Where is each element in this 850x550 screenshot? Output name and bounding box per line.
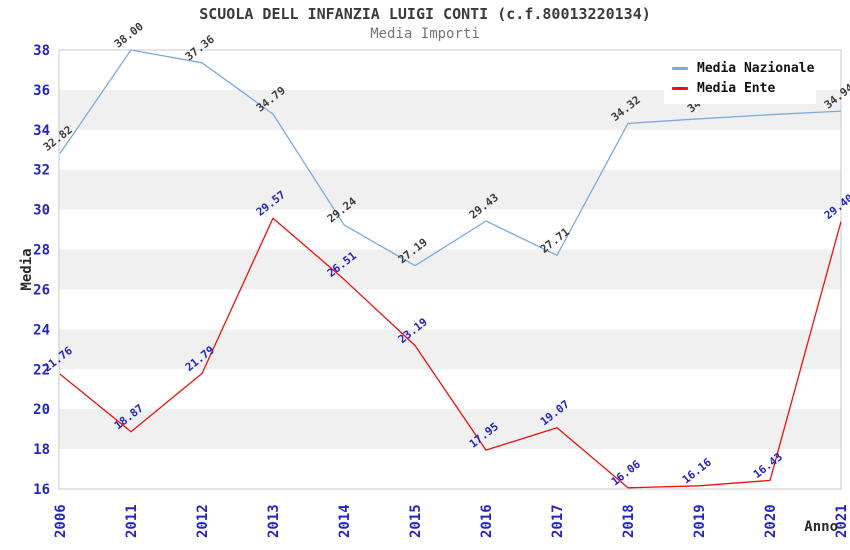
x-tick-label: 2012 <box>195 504 211 538</box>
y-tick-label: 36 <box>33 83 50 99</box>
x-tick-label: 2017 <box>550 504 566 538</box>
x-tick-label: 2015 <box>408 504 424 538</box>
y-tick-label: 24 <box>33 322 50 338</box>
data-label-media-ente: 16.43 <box>751 450 785 481</box>
y-tick-label: 16 <box>33 482 50 498</box>
y-tick-label: 38 <box>33 43 50 59</box>
x-tick-label: 2011 <box>124 504 140 538</box>
x-tick-label: 2014 <box>337 504 353 538</box>
media-nazionale-line-swatch-icon <box>672 66 688 70</box>
y-tick-label: 32 <box>33 163 50 179</box>
series-line-media-ente <box>59 217 842 489</box>
x-tick-label: 2021 <box>834 504 850 538</box>
y-tick-label: 34 <box>33 123 50 139</box>
x-tick-label: 2016 <box>479 504 495 538</box>
x-tick-label: 2019 <box>692 504 708 538</box>
legend-label-media-ente: Media Ente <box>697 80 776 96</box>
media-ente-line-swatch-icon <box>672 86 688 90</box>
x-tick-label: 2020 <box>763 504 779 538</box>
y-tick-label: 22 <box>33 362 50 378</box>
legend-item-media-ente: Media Ente <box>672 78 812 98</box>
y-tick-label: 18 <box>33 442 50 458</box>
chart-subtitle: Media Importi <box>370 26 480 42</box>
grid-band <box>59 409 841 450</box>
y-tick-label: 30 <box>33 203 50 219</box>
plot-border <box>58 49 842 490</box>
grid-band <box>59 169 841 210</box>
legend: Media Nazionale Media Ente <box>664 52 816 104</box>
grid-band <box>59 329 841 370</box>
x-tick-label: 2006 <box>53 504 69 538</box>
x-tick-label: 2018 <box>621 504 637 538</box>
chart-title: SCUOLA DELL INFANZIA LUIGI CONTI (c.f.80… <box>199 5 651 23</box>
legend-label-media-nazionale: Media Nazionale <box>697 60 815 76</box>
grid-band <box>59 249 841 290</box>
legend-item-media-nazionale: Media Nazionale <box>672 58 815 78</box>
y-axis-title: Media <box>19 248 35 290</box>
data-label-media-nazionale: 38.00 <box>112 20 146 51</box>
series-line-media-nazionale <box>59 49 842 267</box>
x-tick-label: 2013 <box>266 504 282 538</box>
data-label-media-ente: 16.06 <box>609 458 643 489</box>
data-label-media-nazionale: 37.36 <box>183 32 217 63</box>
y-tick-label: 28 <box>33 243 50 259</box>
x-axis-title: Anno <box>804 519 838 535</box>
data-label-media-ente: 16.16 <box>680 456 714 487</box>
y-tick-label: 20 <box>33 402 50 418</box>
y-tick-label: 26 <box>33 282 50 298</box>
